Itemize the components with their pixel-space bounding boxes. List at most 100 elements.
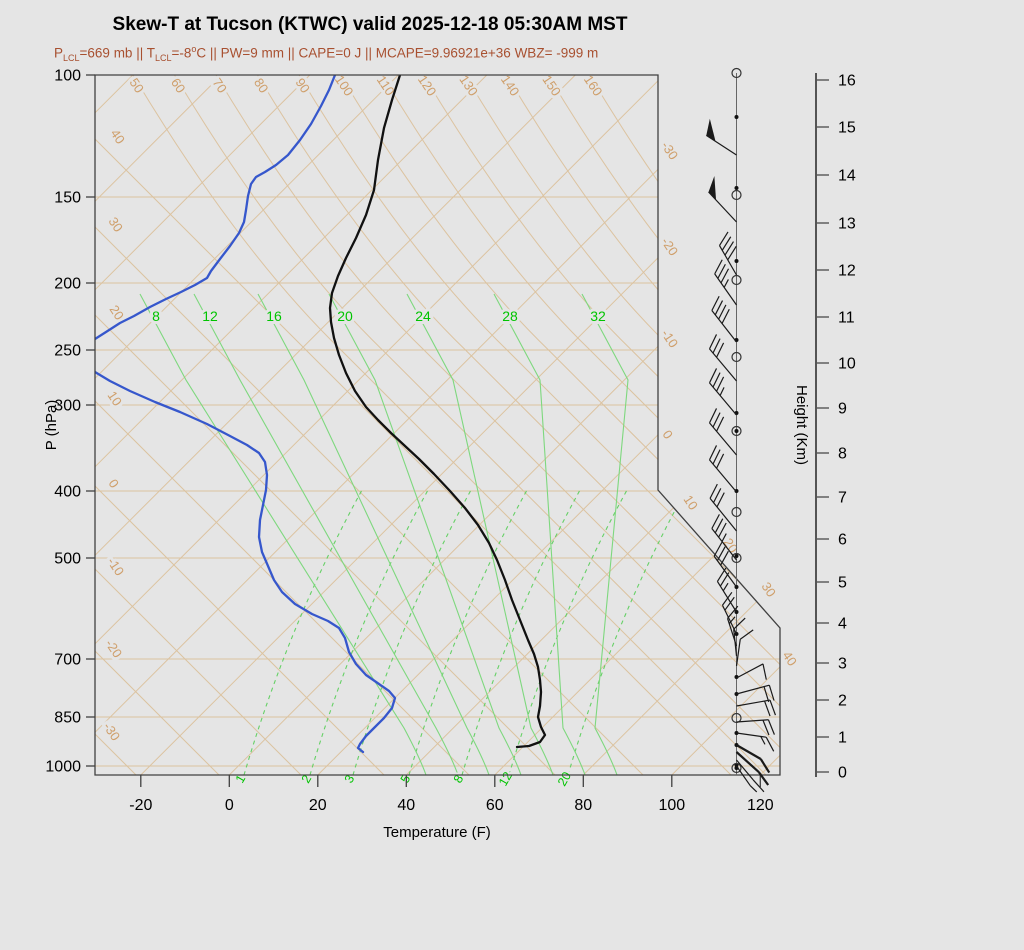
wind-barb-feather: [718, 304, 727, 320]
wind-barb-stem: [716, 581, 738, 613]
sounding-curves: [95, 75, 547, 754]
isotherm-label: 0: [659, 427, 675, 441]
dry-adiabat-label: 30: [105, 214, 126, 234]
wind-barb-stem: [736, 765, 751, 787]
level-circle-marker: [731, 67, 742, 79]
wind-barb-feather: [708, 445, 718, 461]
wind-barb-feather: [719, 387, 725, 396]
level-circle-marker: [731, 351, 742, 363]
wind-barb-feather: [712, 372, 721, 388]
wind-barb-feather: [716, 546, 726, 561]
level-circle-marker: [731, 274, 742, 286]
height-tick-label: 16: [838, 73, 856, 90]
isotherm-label: -10: [658, 326, 681, 350]
wind-barb-feather: [757, 771, 770, 786]
wind-barb-feather: [716, 567, 727, 582]
isotherm-gridlines: [95, 75, 780, 775]
isobar-gridlines: [95, 75, 780, 767]
wind-barb-feather: [718, 522, 727, 538]
wind-barb-feather: [720, 268, 730, 284]
wind-barb-feather: [716, 342, 725, 358]
wind-barb-stem: [736, 663, 764, 679]
pressure-tick-label: 400: [54, 484, 81, 501]
level-circle-marker: [731, 762, 742, 774]
plot-border: [94, 74, 781, 776]
height-tick-label: 13: [838, 216, 856, 233]
wind-barb-feather: [716, 453, 725, 469]
wind-barb-feather: [768, 685, 775, 701]
wind-barb-stem: [736, 699, 771, 707]
level-dot-marker: [734, 554, 739, 558]
wind-barb-feather: [708, 334, 718, 350]
wind-barb-feather: [718, 231, 729, 246]
page-title: Skew-T at Tucson (KTWC) valid 2025-12-18…: [112, 14, 628, 35]
wind-barb-feather: [721, 236, 732, 251]
wind-barb-feather: [763, 686, 770, 703]
wind-barb-feather: [716, 416, 725, 432]
height-tick-label: 1: [838, 730, 847, 747]
wind-barb-feather: [760, 736, 766, 745]
wind-barb-feather: [708, 368, 718, 384]
wind-barb-stem: [736, 684, 770, 695]
wind-barb-feather: [723, 279, 729, 288]
pressure-axis: 100 150 200 250 300 400 500 700 850 1000 P (hPa): [43, 68, 95, 776]
moist-adiabat-label: 8: [152, 308, 160, 324]
wind-barb-stem: [709, 459, 737, 493]
wind-barb-pennant: [706, 118, 716, 142]
height-tick-label: 4: [838, 616, 847, 633]
temperature-tick-label: 120: [747, 797, 774, 814]
wind-barb-feather: [739, 629, 754, 640]
pressure-tick-label: 250: [54, 343, 81, 360]
dry-adiabat-label: 20: [106, 302, 127, 322]
pressure-axis-title: P (hPa): [43, 400, 60, 451]
wind-barb-feather: [722, 582, 729, 592]
temperature-axis: -20 0 20 40 60 80 100 120 Temperature (F): [129, 775, 774, 841]
pressure-tick-label: 100: [54, 68, 81, 85]
isotherm-label: 30: [758, 579, 779, 599]
wind-barb-stem: [709, 422, 737, 456]
wind-barb-feather: [712, 338, 721, 354]
mixing-ratio-lines: [243, 489, 687, 775]
pressure-tick-label: 500: [54, 551, 81, 568]
level-dot-marker: [734, 186, 739, 190]
wind-barb-feather: [762, 719, 770, 736]
height-tick-label: 5: [838, 575, 847, 592]
wind-barb-feather: [759, 758, 771, 774]
wind-barb-stem: [713, 555, 737, 588]
moist-adiabat-label: 12: [202, 308, 218, 324]
wind-barb-stem: [718, 245, 738, 276]
wind-barb-stem: [735, 744, 762, 760]
wind-barb-stem: [709, 497, 737, 532]
wind-barb-feather: [712, 412, 721, 428]
wind-barb-feather: [714, 300, 724, 316]
wind-barb-feather: [721, 533, 727, 542]
wind-barb-feather: [749, 785, 758, 793]
isotherm-label: -20: [658, 234, 681, 258]
height-tick-label: 7: [838, 490, 847, 507]
wind-barb-stem: [709, 382, 737, 416]
temperature-tick-label: 80: [574, 797, 592, 814]
moist-adiabat-label: 32: [590, 308, 606, 324]
wind-barb-feather: [714, 518, 724, 534]
height-tick-label: 8: [838, 446, 847, 463]
wind-barb-feather: [716, 492, 725, 508]
height-tick-label: 0: [838, 765, 847, 782]
moist-adiabat-lines: [139, 293, 629, 775]
wind-barb-feather: [719, 572, 730, 587]
wind-barb-stem: [711, 528, 737, 561]
height-tick-label: 9: [838, 401, 847, 418]
wind-barb-feather: [717, 263, 726, 279]
wind-barb-feather: [716, 376, 725, 392]
wind-barb-feather: [711, 514, 720, 529]
wind-barbs: [705, 67, 777, 793]
level-circle-marker: [731, 425, 742, 437]
wind-barb-feather: [769, 699, 777, 716]
level-dot-marker: [734, 429, 739, 433]
height-tick-label: 2: [838, 693, 847, 710]
moist-adiabat-label: 28: [502, 308, 518, 324]
moist-adiabat-label: 24: [415, 308, 431, 324]
wind-barb-feather: [709, 483, 718, 499]
height-axis-title: Height (Km): [793, 385, 810, 465]
